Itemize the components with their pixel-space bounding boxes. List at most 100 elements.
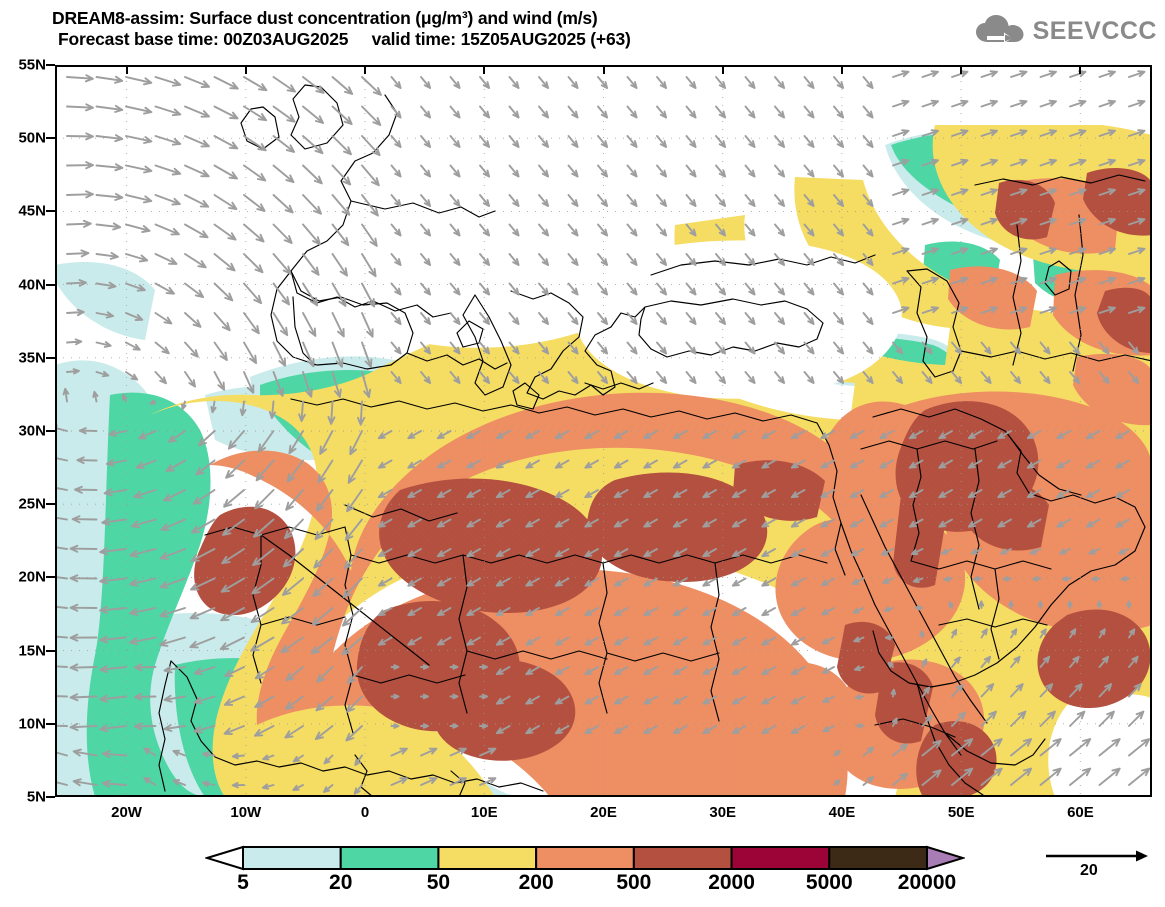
wind-arrow <box>466 430 481 440</box>
wind-arrow <box>626 135 638 148</box>
wind-arrow <box>508 282 520 296</box>
wind-arrow <box>1128 129 1146 137</box>
wind-arrow <box>390 693 400 700</box>
colorbar[interactable]: 5 20 50 200 500 2000 5000 20000 <box>203 845 967 894</box>
wind-arrow <box>1098 341 1110 355</box>
wind-arrow <box>980 683 995 698</box>
wind-arrow <box>495 548 511 558</box>
wind-arrow <box>508 105 520 119</box>
wind-arrow <box>313 548 334 569</box>
wind-arrow <box>626 194 638 207</box>
wind-arrow <box>626 76 638 89</box>
wind-arrow <box>951 711 967 727</box>
wind-arrow <box>377 548 393 558</box>
wind-arrow <box>66 219 92 228</box>
wind-arrow <box>286 459 304 483</box>
wind-arrow <box>744 76 756 89</box>
wind-arrow <box>302 282 319 307</box>
wind-arrow <box>980 99 998 108</box>
wind-arrow <box>1010 767 1033 786</box>
wind-arrow <box>298 400 306 422</box>
wind-arrow <box>643 577 658 587</box>
wind-arrow <box>951 628 958 639</box>
wind-arrow <box>95 311 115 319</box>
colorbar-swatch-crimson[interactable] <box>730 846 831 870</box>
wind-arrow <box>1067 600 1073 609</box>
wind-arrow <box>345 725 363 742</box>
colorbar-tick-label: 500 <box>616 871 652 894</box>
colorbar-swatch-brick-red[interactable] <box>632 846 733 870</box>
wind-arrow <box>731 695 747 705</box>
wind-arrow <box>980 710 997 727</box>
wind-arrow <box>584 489 599 499</box>
wind-arrow <box>272 223 293 244</box>
wind-arrow <box>938 430 953 440</box>
colorbar-swatch-salmon[interactable] <box>535 846 635 870</box>
map-plot-area[interactable] <box>55 65 1152 797</box>
wind-arrow <box>656 371 668 384</box>
wind-arrow <box>1098 217 1116 226</box>
wind-arrow <box>1059 548 1071 555</box>
colorbar-swatch-yellow[interactable] <box>437 846 538 870</box>
wind-arrow <box>554 577 570 587</box>
wind-arrow <box>184 371 196 388</box>
colorbar-swatch-dark-brown[interactable] <box>828 846 928 870</box>
wind-arrow <box>231 782 245 789</box>
wind-arrow <box>525 607 540 617</box>
colorbar-swatches[interactable] <box>203 845 967 871</box>
wind-arrow <box>390 664 400 670</box>
latitude-tick <box>46 210 55 213</box>
wind-arrow <box>597 105 609 119</box>
wind-arrow <box>1010 738 1033 757</box>
wind-arrow <box>1008 600 1014 609</box>
wind-arrow <box>1069 628 1077 639</box>
wind-arrow <box>833 749 841 757</box>
wind-arrow <box>331 194 351 216</box>
wind-arrow <box>892 276 910 285</box>
wind-arrow <box>407 430 422 440</box>
wind-arrow <box>978 600 985 609</box>
wind-arrow <box>921 714 933 727</box>
wind-arrow <box>154 282 175 295</box>
dust-concentration-map[interactable] <box>55 65 1152 797</box>
wind-arrow <box>702 548 717 558</box>
wind-arrow <box>833 105 845 119</box>
wind-arrow <box>626 341 638 355</box>
wind-arrow <box>302 164 323 185</box>
wind-arrow <box>1128 628 1136 639</box>
wind-arrow <box>554 459 570 469</box>
wind-arrow <box>1098 276 1116 285</box>
wind-arrow <box>626 223 638 237</box>
wind-arrow <box>525 489 540 499</box>
wind-arrow <box>1032 575 1042 582</box>
wind-arrow <box>685 371 697 384</box>
wind-arrow <box>1010 655 1021 668</box>
wind-arrow <box>95 192 124 201</box>
wind-arrow <box>1069 129 1087 137</box>
wind-arrow <box>1128 341 1140 355</box>
wind-arrow <box>774 371 786 384</box>
wind-arrow <box>213 105 239 120</box>
colorbar-swatch-light-cyan[interactable] <box>242 846 342 870</box>
wind-arrow <box>1128 247 1146 255</box>
wind-arrow <box>803 76 815 89</box>
wind-arrow <box>193 725 216 734</box>
wind-arrow <box>55 724 68 727</box>
wind-arrow <box>69 663 98 672</box>
wind-arrow <box>774 164 786 178</box>
wind-arrow <box>790 725 806 735</box>
wind-arrow <box>125 194 153 204</box>
wind-arrow <box>892 743 908 757</box>
wind-arrow <box>761 666 776 676</box>
wind-arrow <box>55 635 68 639</box>
wind-arrow <box>159 548 186 560</box>
wind-arrow <box>685 135 697 148</box>
wind-arrow <box>855 723 865 729</box>
wind-vector-field <box>55 70 1151 795</box>
colorbar-swatch-teal-green[interactable] <box>339 846 440 870</box>
wind-arrow <box>1039 217 1057 226</box>
wind-arrow <box>613 489 629 499</box>
latitude-tick-label: 5N <box>26 788 46 806</box>
wind-arrow <box>121 394 128 403</box>
